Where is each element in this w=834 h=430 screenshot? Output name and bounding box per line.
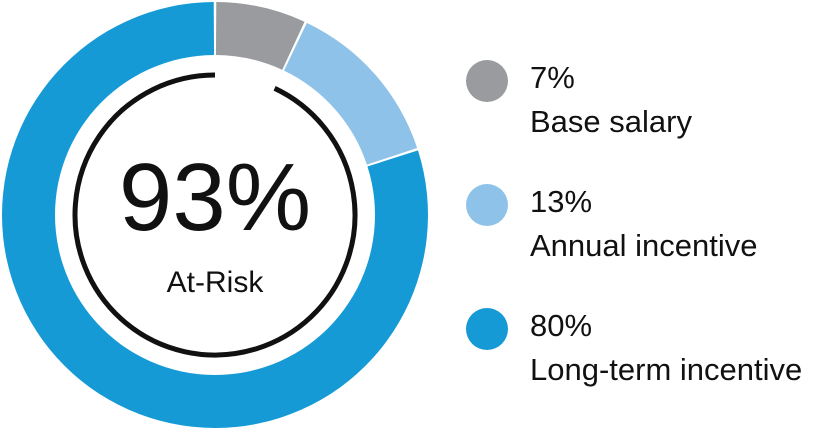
legend-value: 80% bbox=[530, 308, 593, 343]
legend-text: 80% Long-term incentive bbox=[530, 304, 802, 392]
legend-item-annual-incentive: 13% Annual incentive bbox=[466, 180, 834, 304]
donut-slice-annual-incentive bbox=[283, 22, 418, 165]
legend-swatch-annual-incentive bbox=[466, 184, 508, 226]
legend-value: 7% bbox=[530, 60, 575, 95]
legend-label: Long-term incentive bbox=[530, 352, 803, 387]
donut-chart: 93% At-Risk bbox=[2, 2, 429, 428]
legend-text: 13% Annual incentive bbox=[530, 180, 758, 268]
legend-swatch-long-term-incentive bbox=[466, 308, 508, 350]
legend-text: 7% Base salary bbox=[530, 56, 692, 144]
legend-value: 13% bbox=[530, 184, 593, 219]
legend-label: Base salary bbox=[530, 104, 692, 139]
center-label: At-Risk bbox=[167, 266, 265, 299]
legend: 7% Base salary 13% Annual incentive 80% … bbox=[466, 56, 834, 428]
center-value: 93% bbox=[119, 144, 311, 251]
donut-slice-base-salary bbox=[215, 2, 305, 70]
legend-label: Annual incentive bbox=[530, 228, 758, 263]
legend-swatch-base-salary bbox=[466, 60, 508, 102]
at-risk-arc bbox=[72, 72, 358, 358]
donut-slices bbox=[2, 2, 429, 428]
legend-item-long-term-incentive: 80% Long-term incentive bbox=[466, 304, 834, 428]
legend-item-base-salary: 7% Base salary bbox=[466, 56, 834, 180]
